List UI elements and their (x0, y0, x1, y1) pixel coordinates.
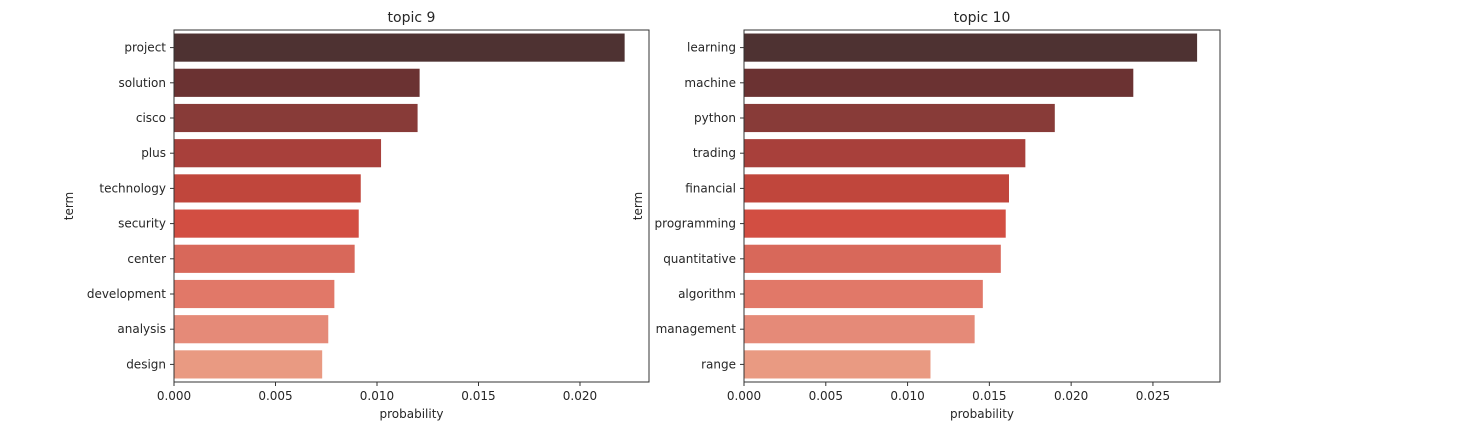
y-tick-label: plus (141, 146, 166, 160)
y-tick-label: financial (685, 181, 736, 195)
y-tick-label: development (87, 287, 166, 301)
y-tick-label: algorithm (678, 287, 736, 301)
bar-center (174, 244, 355, 273)
x-tick-label: 0.000 (727, 389, 761, 403)
y-tick-label: programming (655, 217, 736, 231)
plot-frame (743, 29, 1221, 383)
x-tick-label: 0.020 (1054, 389, 1088, 403)
bar-plus (174, 139, 382, 168)
x-tick-label: 0.005 (809, 389, 843, 403)
y-tick-label: python (694, 111, 736, 125)
bar-programming (744, 209, 1006, 238)
y-tick-label: security (118, 217, 166, 231)
bar-range (744, 350, 931, 379)
bar-technology (174, 174, 361, 203)
y-tick-label: center (127, 252, 166, 266)
y-tick-label: management (656, 322, 737, 336)
bar-quantitative (744, 244, 1001, 273)
bar-management (744, 315, 975, 344)
plot-frame (173, 29, 650, 383)
bar-development (174, 279, 335, 309)
bar-trading (744, 139, 1026, 168)
chart-1: project solution cisco plus technology securi… (62, 10, 650, 421)
bar-analysis (174, 315, 329, 344)
y-tick-label: analysis (117, 322, 166, 336)
bar-learning (744, 33, 1198, 62)
x-tick-label: 0.015 (461, 389, 495, 403)
x-tick-label: 0.025 (1136, 389, 1170, 403)
y-tick-label: project (124, 41, 166, 55)
bar-cisco (174, 103, 418, 133)
x-tick-label: 0.015 (972, 389, 1006, 403)
y-tick-label: range (701, 357, 736, 371)
x-tick-label: 0.020 (563, 389, 597, 403)
x-axis-label: probability (950, 407, 1014, 421)
y-axis-label: term (62, 192, 76, 221)
x-tick-label: 0.005 (258, 389, 292, 403)
y-tick-label: design (126, 357, 166, 371)
y-tick-label: learning (687, 41, 736, 55)
bar-solution (174, 68, 420, 97)
y-tick-label: machine (684, 76, 736, 90)
bar-algorithm (744, 279, 983, 309)
y-axis-label: term (631, 192, 645, 221)
bar-design (174, 350, 323, 379)
x-tick-label: 0.000 (157, 389, 191, 403)
y-tick-label: trading (693, 146, 736, 160)
chart-2: learning machine python trading financial pro… (631, 10, 1221, 421)
bar-financial (744, 174, 1009, 203)
x-axis-label: probability (379, 407, 443, 421)
chart-title: topic 9 (388, 10, 436, 26)
bar-security (174, 209, 359, 238)
bar-project (174, 33, 625, 62)
y-tick-label: quantitative (663, 252, 736, 266)
y-tick-label: technology (99, 181, 166, 195)
bar-machine (744, 68, 1134, 97)
bar-python (744, 103, 1055, 133)
y-tick-label: cisco (136, 111, 166, 125)
chart-title: topic 10 (954, 10, 1011, 26)
x-tick-label: 0.010 (360, 389, 394, 403)
x-tick-label: 0.010 (890, 389, 924, 403)
y-tick-label: solution (118, 76, 166, 90)
